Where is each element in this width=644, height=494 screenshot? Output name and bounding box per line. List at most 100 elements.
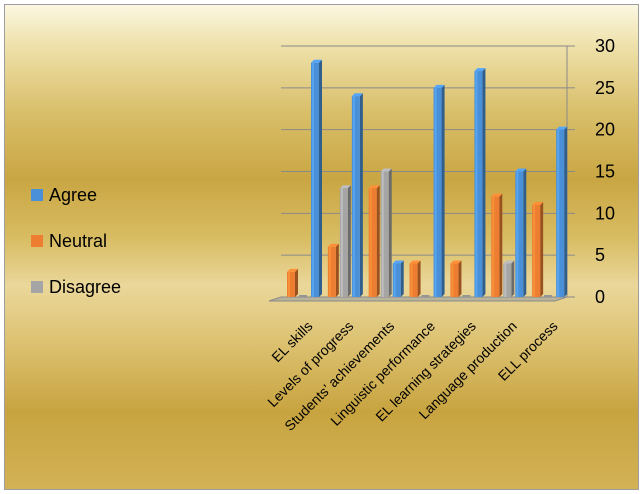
- bar-neutral: [409, 260, 421, 297]
- bar-agree: [556, 126, 568, 298]
- bar-top: [474, 68, 486, 72]
- legend-label: Agree: [49, 185, 97, 205]
- bar-disagree: [544, 295, 553, 297]
- bar-front: [409, 263, 418, 297]
- bar-neutral: [491, 193, 503, 297]
- bar-highlight: [288, 271, 290, 297]
- bar-top: [327, 243, 339, 247]
- bar-disagree: [421, 295, 430, 297]
- bar-agree: [433, 84, 445, 297]
- bar-top: [287, 268, 298, 272]
- legend-swatch: [31, 189, 43, 201]
- bar-side: [319, 59, 322, 297]
- bar-front: [491, 196, 500, 297]
- bar-side: [400, 260, 404, 297]
- bar-highlight: [410, 263, 413, 297]
- bar-top: [556, 126, 568, 130]
- bar-top: [491, 193, 503, 197]
- bar-front: [532, 204, 541, 297]
- y-axis-tick-labels: 0 5 10 15 20 25 30: [595, 36, 615, 307]
- y-tick-label: 5: [595, 245, 605, 265]
- bar-top: [351, 93, 363, 97]
- legend-label: Disagree: [49, 277, 121, 297]
- bar-front: [433, 87, 442, 297]
- bar-agree: [474, 68, 486, 297]
- bar-front: [450, 263, 459, 297]
- bar-agree: [392, 260, 404, 297]
- bar-front: [380, 171, 389, 297]
- bar-top: [433, 84, 445, 88]
- bar-front: [515, 171, 524, 297]
- bar-neutral: [287, 268, 298, 297]
- bar-top: [503, 260, 515, 264]
- bar-side: [511, 260, 515, 297]
- bar-base: [462, 295, 471, 297]
- legend-swatch: [31, 281, 43, 293]
- bar-highlight: [340, 188, 343, 297]
- bar-side: [441, 84, 445, 297]
- bar-front: [311, 62, 319, 297]
- y-tick-label: 20: [595, 120, 615, 140]
- bars: [287, 59, 568, 298]
- y-tick-label: 30: [595, 36, 615, 56]
- bar-side: [540, 201, 544, 297]
- bar-disagree: [503, 260, 515, 297]
- bar-disagree: [299, 295, 307, 297]
- bar-disagree: [462, 295, 471, 297]
- bar-highlight: [557, 129, 560, 297]
- bar-base: [544, 295, 553, 297]
- bar-side: [523, 168, 527, 297]
- bar-highlight: [369, 188, 372, 297]
- bar-neutral: [450, 260, 462, 297]
- bar-agree: [351, 93, 363, 297]
- bar-front: [474, 71, 483, 297]
- bar-highlight: [434, 87, 437, 297]
- bar-highlight: [492, 196, 495, 297]
- bar-neutral: [368, 185, 380, 297]
- legend: Agree Neutral Disagree: [31, 185, 121, 297]
- bar-highlight: [451, 263, 454, 297]
- y-tick-label: 10: [595, 203, 615, 223]
- bar-disagree: [380, 168, 392, 297]
- bar-front: [368, 188, 377, 297]
- bar-side: [482, 68, 486, 297]
- bar-front: [503, 263, 512, 297]
- bar-highlight: [381, 171, 384, 297]
- legend-label: Neutral: [49, 231, 107, 251]
- y-tick-label: 15: [595, 162, 615, 182]
- bar-agree: [311, 59, 322, 297]
- bar-front: [339, 188, 348, 297]
- legend-swatch: [31, 235, 43, 247]
- bar-side: [376, 185, 380, 297]
- bar-highlight: [328, 246, 331, 297]
- chart-frame: 0 5 10 15 20 25 30 EL skills Levels of progress…: [4, 4, 639, 490]
- bar-disagree: [339, 185, 351, 297]
- bar-side: [359, 93, 363, 297]
- bar-top: [311, 59, 322, 63]
- bar-side: [564, 126, 568, 298]
- bar-highlight: [352, 96, 355, 297]
- bar-top: [532, 201, 544, 205]
- bar-base: [421, 295, 430, 297]
- bar-top: [515, 168, 527, 172]
- bar-highlight: [533, 204, 536, 297]
- bar-front: [327, 246, 336, 297]
- bar-agree: [515, 168, 527, 297]
- bar-front: [556, 129, 565, 297]
- bar-side: [417, 260, 421, 297]
- y-tick-label: 0: [595, 287, 605, 307]
- bar-top: [450, 260, 462, 264]
- bar-neutral: [532, 201, 544, 297]
- bar-top: [339, 185, 351, 189]
- bar-top: [409, 260, 421, 264]
- bar-neutral: [327, 243, 339, 297]
- bar-front: [287, 271, 295, 297]
- bar-side: [499, 193, 503, 297]
- bar-side: [335, 243, 339, 297]
- bar-top: [368, 185, 380, 189]
- floor: [268, 296, 568, 302]
- bar-side: [458, 260, 462, 297]
- bar-front: [392, 263, 401, 297]
- bar-side: [388, 168, 392, 297]
